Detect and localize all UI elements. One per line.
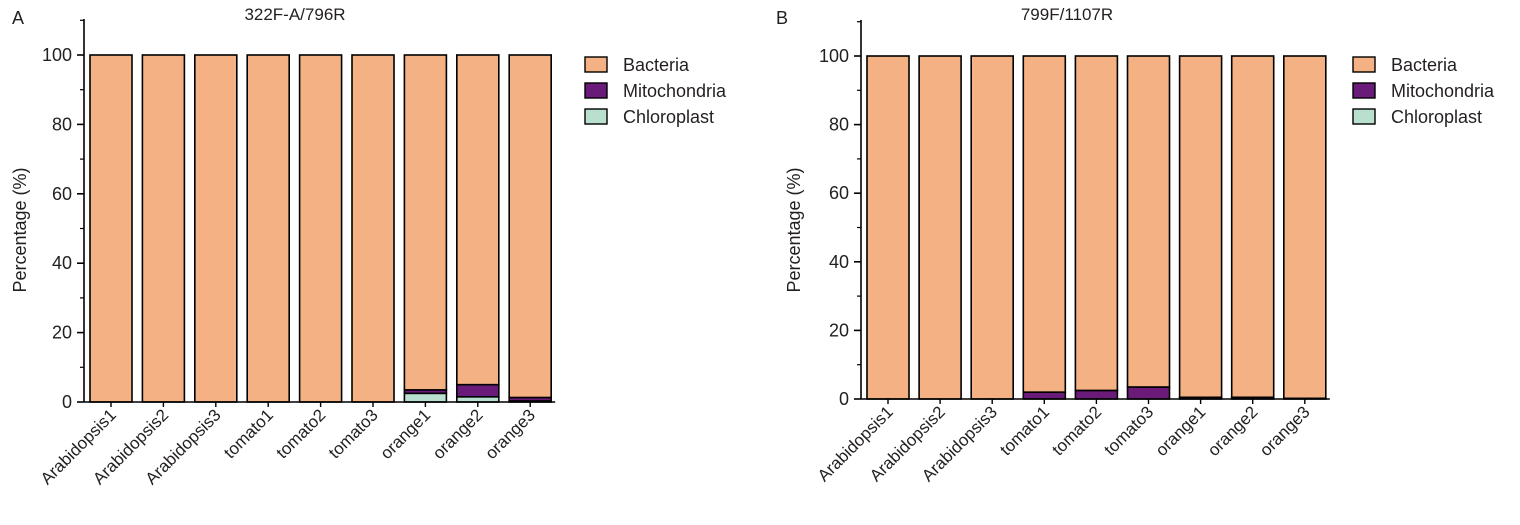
y-tick-label: 100 bbox=[819, 46, 849, 66]
x-tick-label: orange3 bbox=[1256, 402, 1314, 460]
y-tick-label: 20 bbox=[829, 320, 849, 340]
x-tick-label: orange2 bbox=[1204, 402, 1262, 460]
bar-segment-bacteria bbox=[866, 55, 910, 400]
legend: Bacteria Mitochondria Chloroplast bbox=[584, 55, 727, 127]
legend-label: Bacteria bbox=[623, 55, 690, 75]
x-tick-label: tomato3 bbox=[1100, 402, 1157, 459]
y-tick-label: 80 bbox=[52, 114, 72, 134]
bar-segment-bacteria bbox=[89, 54, 133, 403]
legend-swatch-chloroplast bbox=[1352, 108, 1376, 125]
y-tick-label: 40 bbox=[52, 253, 72, 273]
legend-swatch-bacteria bbox=[584, 56, 608, 73]
panel-label: B bbox=[776, 8, 788, 28]
bar-segment-mitochondria bbox=[1074, 389, 1119, 400]
panel-a: A 322F-A/796R Percentage (%) Arabidopsis… bbox=[10, 5, 727, 488]
legend-label: Bacteria bbox=[1391, 55, 1458, 75]
bar-segment-mitochondria bbox=[1126, 386, 1171, 400]
bar-segment-bacteria bbox=[455, 54, 500, 386]
legend-swatch-mitochondria bbox=[1352, 82, 1376, 99]
bar-segment-bacteria bbox=[141, 54, 186, 403]
legend-label: Chloroplast bbox=[1391, 107, 1482, 127]
legend-label: Mitochondria bbox=[1391, 81, 1495, 101]
bar-segment-mitochondria bbox=[1022, 391, 1067, 400]
x-tick-label: orange1 bbox=[1152, 402, 1210, 460]
panel-label: A bbox=[12, 8, 24, 28]
bar-segment-bacteria bbox=[1126, 55, 1171, 388]
bar-segment-bacteria bbox=[194, 54, 238, 403]
bar-segment-bacteria bbox=[1178, 55, 1223, 399]
x-tick-label: tomato1 bbox=[220, 405, 277, 462]
y-tick-label: 20 bbox=[52, 323, 72, 343]
y-axis-label: Percentage (%) bbox=[784, 167, 804, 292]
y-tick-label: 100 bbox=[42, 45, 72, 65]
x-tick-label: orange2 bbox=[429, 405, 487, 463]
bar-segment-bacteria bbox=[298, 54, 343, 403]
x-tick-label: orange1 bbox=[377, 405, 435, 463]
x-tick-label: tomato1 bbox=[996, 402, 1053, 459]
bar-segment-bacteria bbox=[970, 55, 1015, 400]
chart-title: 322F-A/796R bbox=[244, 5, 345, 24]
legend-swatch-mitochondria bbox=[584, 82, 608, 99]
bar-segment-mitochondria bbox=[455, 383, 500, 398]
y-tick-label: 60 bbox=[829, 183, 849, 203]
legend-label: Chloroplast bbox=[623, 107, 714, 127]
bar-segment-bacteria bbox=[246, 54, 290, 403]
bar-segment-bacteria bbox=[403, 54, 448, 391]
y-tick-label: 0 bbox=[62, 392, 72, 412]
legend-label: Mitochondria bbox=[623, 81, 727, 101]
bar-segment-bacteria bbox=[918, 55, 962, 400]
chart-title: 799F/1107R bbox=[1021, 5, 1113, 24]
bar-segment-bacteria bbox=[1074, 55, 1119, 392]
x-tick-label: orange3 bbox=[481, 405, 539, 463]
bar-segment-bacteria bbox=[1283, 55, 1327, 400]
bar-segment-chloroplast bbox=[403, 392, 448, 403]
y-tick-label: 0 bbox=[839, 389, 849, 409]
y-tick-label: 60 bbox=[52, 184, 72, 204]
x-tick-label: tomato2 bbox=[1048, 402, 1105, 459]
x-tick-label: tomato2 bbox=[273, 405, 330, 462]
x-tick-label: tomato3 bbox=[325, 405, 382, 462]
y-tick-label: 40 bbox=[829, 252, 849, 272]
legend: Bacteria Mitochondria Chloroplast bbox=[1352, 55, 1495, 127]
y-axis-label: Percentage (%) bbox=[10, 167, 30, 292]
y-tick-label: 80 bbox=[829, 115, 849, 135]
panel-b: B 799F/1107R Percentage (%) Arabidopsis1… bbox=[776, 5, 1495, 485]
bar-segment-bacteria bbox=[508, 54, 553, 399]
legend-swatch-chloroplast bbox=[584, 108, 608, 125]
legend-swatch-bacteria bbox=[1352, 56, 1376, 73]
bar-segment-bacteria bbox=[1022, 55, 1067, 393]
bar-segment-bacteria bbox=[1230, 55, 1275, 399]
bar-segment-bacteria bbox=[351, 54, 395, 403]
